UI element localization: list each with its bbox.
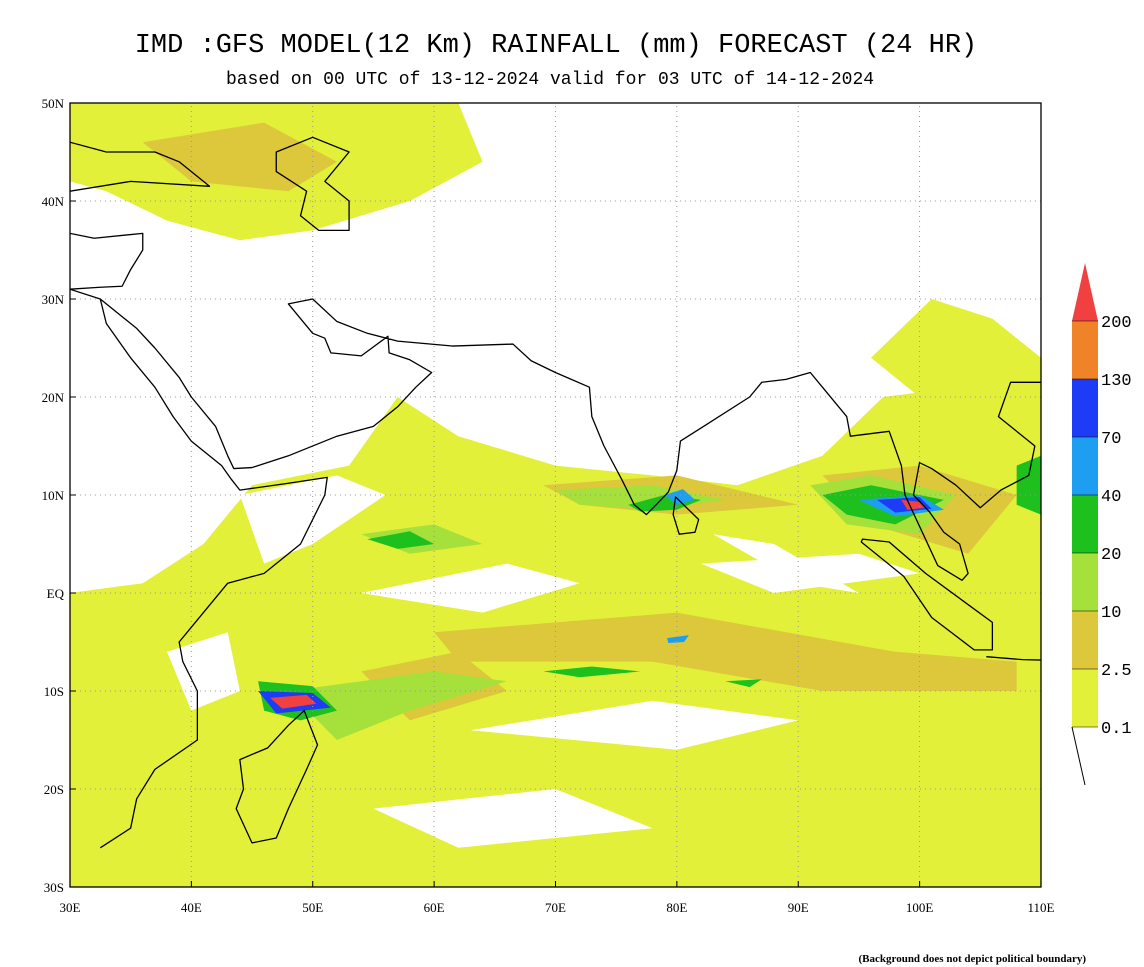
lat-label: 30N [42,292,65,307]
lon-label: 110E [1028,900,1055,915]
legend-swatch [1072,437,1098,495]
lat-label: 10S [44,684,64,699]
legend-swatch [1072,669,1098,727]
legend-swatch [1072,379,1098,437]
lat-label: 20S [44,782,64,797]
footnote: (Background does not depict political bo… [859,953,1087,965]
legend-label: 130 [1101,372,1132,391]
map-area [70,103,1041,887]
lat-label: 10N [42,488,65,503]
axes: 30E 40E 50E 60E 70E 80E 90E 100E 110E 50N 40N 30N 20… [42,96,1055,915]
lon-label: 90E [788,900,809,915]
legend-label: 70 [1101,430,1121,449]
lon-label: 30E [60,900,81,915]
lat-label: 50N [42,96,65,111]
lon-label: 50E [302,900,323,915]
lat-label: EQ [47,586,65,601]
legend-swatch [1072,611,1098,669]
lon-label: 40E [181,900,202,915]
legend-swatch [1072,553,1098,611]
legend-swatch [1072,321,1098,379]
lat-label: 40N [42,194,65,209]
legend-label: 2.5 [1101,662,1132,681]
legend-swatch [1072,495,1098,553]
legend-above [1072,263,1098,321]
legend-label: 40 [1101,488,1121,507]
title: IMD :GFS MODEL(12 Km) RAINFALL (mm) FORE… [135,31,978,61]
legend-label: 0.1 [1101,720,1132,739]
lat-label: 30S [44,880,64,895]
lon-label: 80E [666,900,687,915]
legend-label: 10 [1101,604,1121,623]
color-legend: 0.1 2.5 10 20 40 70 130 200 [1071,263,1132,786]
lon-label: 100E [906,900,934,915]
subtitle: based on 00 UTC of 13-12-2024 valid for … [226,70,874,90]
legend-label: 20 [1101,546,1121,565]
lon-label: 60E [424,900,445,915]
legend-below [1071,726,1086,786]
lon-label: 70E [545,900,566,915]
lat-label: 20N [42,390,65,405]
legend-label: 200 [1101,314,1132,333]
